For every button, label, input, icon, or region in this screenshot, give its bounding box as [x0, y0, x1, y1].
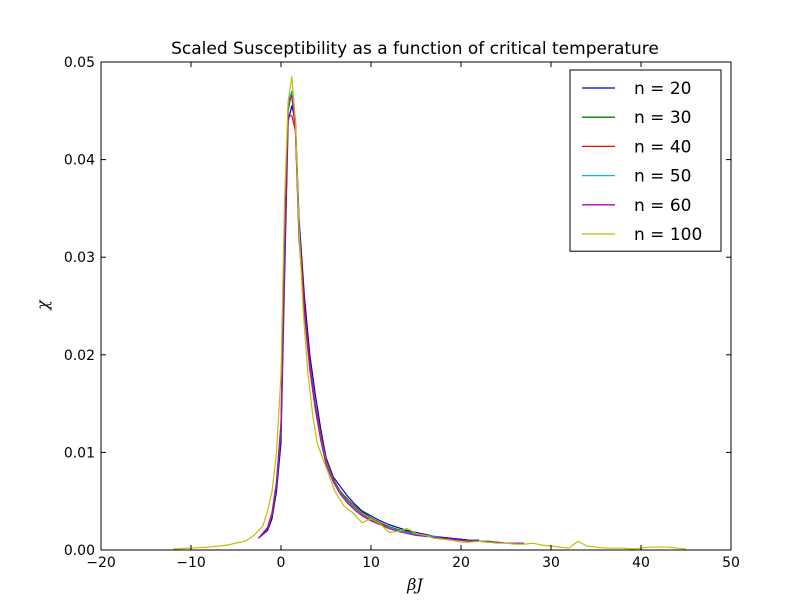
x-tick-label: 50 — [722, 555, 740, 571]
legend-label: n = 50 — [634, 167, 691, 187]
legend-label: n = 30 — [634, 108, 691, 128]
x-tick-label: −10 — [176, 555, 206, 571]
legend-entry: n = 60 — [582, 196, 691, 216]
y-tick-label: 0.01 — [64, 445, 95, 461]
legend-entry: n = 20 — [582, 79, 691, 99]
legend-entry: n = 50 — [582, 167, 691, 187]
legend: n = 20 n = 30 n = 40 n = 50 n = 60 n = 100 — [569, 69, 722, 252]
x-axis-ticks: −20 −10 0 10 20 30 40 50 — [86, 62, 740, 571]
legend-label: n = 60 — [634, 196, 691, 216]
legend-entry: n = 40 — [582, 137, 691, 157]
y-tick-label: 0.05 — [64, 55, 95, 71]
legend-label: n = 100 — [634, 225, 702, 245]
y-tick-label: 0.00 — [64, 543, 95, 559]
legend-entry: n = 30 — [582, 108, 691, 128]
legend-entries: n = 20 n = 30 n = 40 n = 50 n = 60 n = 100 — [582, 79, 702, 245]
y-tick-label: 0.02 — [64, 348, 95, 364]
legend-label: n = 20 — [634, 79, 691, 99]
legend-box — [569, 69, 722, 252]
legend-label: n = 40 — [634, 137, 691, 157]
x-tick-label: 0 — [277, 555, 286, 571]
y-tick-label: 0.04 — [64, 153, 95, 169]
chart-title: Scaled Susceptibility as a function of c… — [171, 39, 659, 59]
plot-frame — [100, 61, 732, 551]
y-axis-label: χ — [33, 299, 52, 311]
x-axis-label: βJ — [406, 575, 424, 594]
x-tick-label: −20 — [86, 555, 116, 571]
x-tick-label: 40 — [632, 555, 650, 571]
series-line-6 — [172, 76, 687, 550]
legend-entry: n = 100 — [582, 225, 702, 245]
y-tick-label: 0.03 — [64, 250, 95, 266]
y-axis-ticks: 0.00 0.01 0.02 0.03 0.04 0.05 — [64, 55, 731, 559]
x-tick-label: 20 — [452, 555, 470, 571]
series-lines — [172, 76, 687, 550]
x-tick-label: 10 — [362, 555, 380, 571]
x-tick-label: 30 — [542, 555, 560, 571]
